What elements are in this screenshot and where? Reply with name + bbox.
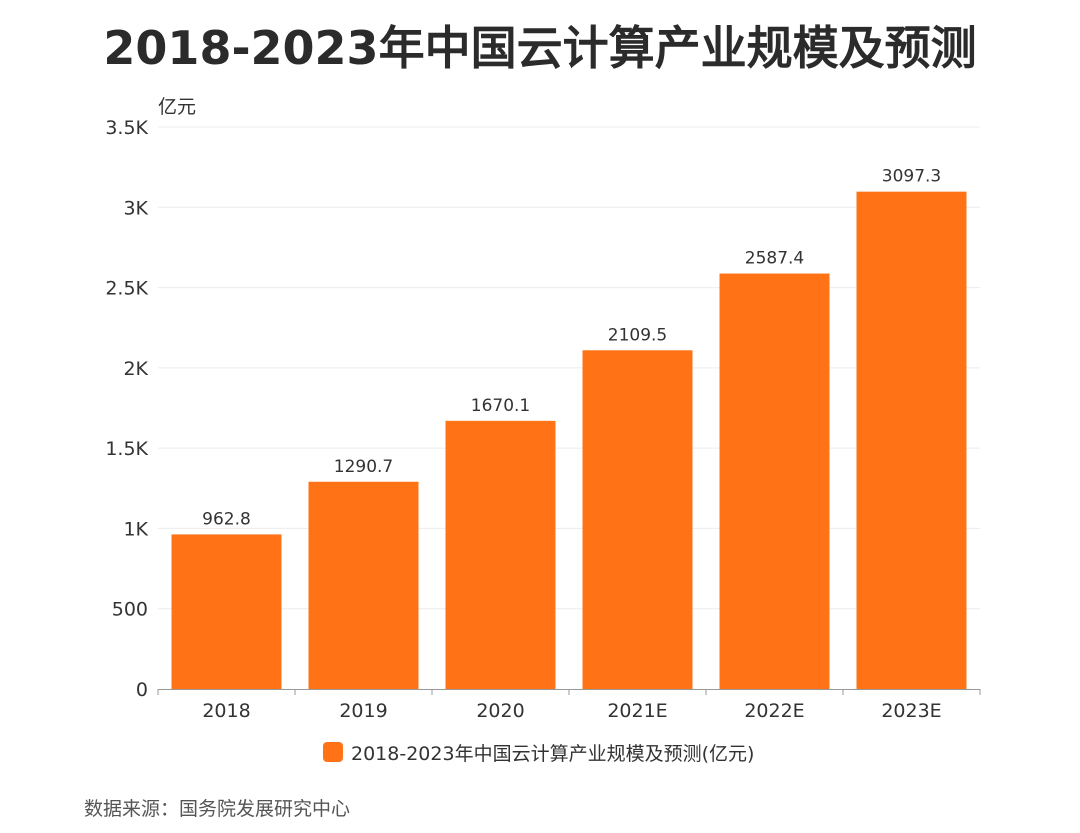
bars bbox=[171, 191, 967, 689]
y-tick-label: 3.5K bbox=[105, 117, 148, 139]
legend-swatch bbox=[323, 742, 343, 762]
y-axis-unit-label: 亿元 bbox=[158, 96, 196, 118]
data-label: 1670.1 bbox=[471, 396, 530, 416]
x-tick-label: 2022E bbox=[744, 700, 804, 722]
x-tick-label: 2021E bbox=[607, 700, 667, 722]
data-label: 1290.7 bbox=[334, 457, 393, 477]
x-tick-label: 2018 bbox=[202, 700, 250, 722]
bar-2018[interactable] bbox=[171, 534, 282, 689]
y-tick-label: 3K bbox=[123, 197, 148, 219]
y-tick-label: 2.5K bbox=[105, 278, 148, 300]
axes bbox=[157, 689, 981, 695]
bar-2023E[interactable] bbox=[856, 191, 967, 689]
data-label: 3097.3 bbox=[882, 167, 941, 187]
data-source-note: 数据来源：国务院发展研究中心 bbox=[84, 798, 351, 820]
x-tick-label: 2020 bbox=[476, 700, 524, 722]
bar-2020[interactable] bbox=[445, 420, 556, 689]
grid-lines bbox=[158, 126, 980, 610]
x-tick-label: 2023E bbox=[881, 700, 941, 722]
legend[interactable]: 2018-2023年中国云计算产业规模及预测(亿元) bbox=[323, 737, 754, 767]
data-label: 2587.4 bbox=[745, 249, 804, 269]
bar-2021E[interactable] bbox=[582, 350, 693, 689]
y-tick-label: 1K bbox=[123, 518, 148, 540]
legend-label: 2018-2023年中国云计算产业规模及预测(亿元) bbox=[351, 742, 755, 765]
x-tick-label: 2019 bbox=[339, 700, 387, 722]
y-tick-label: 500 bbox=[112, 599, 148, 621]
labels: 0 500 1K 1.5K 2K 2.5K 3K 3.5K 962.8 2018 1290.7 201… bbox=[105, 117, 941, 722]
data-label: 962.8 bbox=[202, 509, 251, 529]
chart-title: 2018-2023年中国云计算产业规模及预测 bbox=[103, 21, 977, 75]
y-tick-label: 1.5K bbox=[105, 438, 148, 460]
y-tick-label: 2K bbox=[123, 358, 148, 380]
data-label: 2109.5 bbox=[608, 325, 667, 345]
y-tick-label: 0 bbox=[136, 679, 148, 701]
bar-2019[interactable] bbox=[308, 481, 419, 689]
bar-2022E[interactable] bbox=[719, 273, 830, 689]
